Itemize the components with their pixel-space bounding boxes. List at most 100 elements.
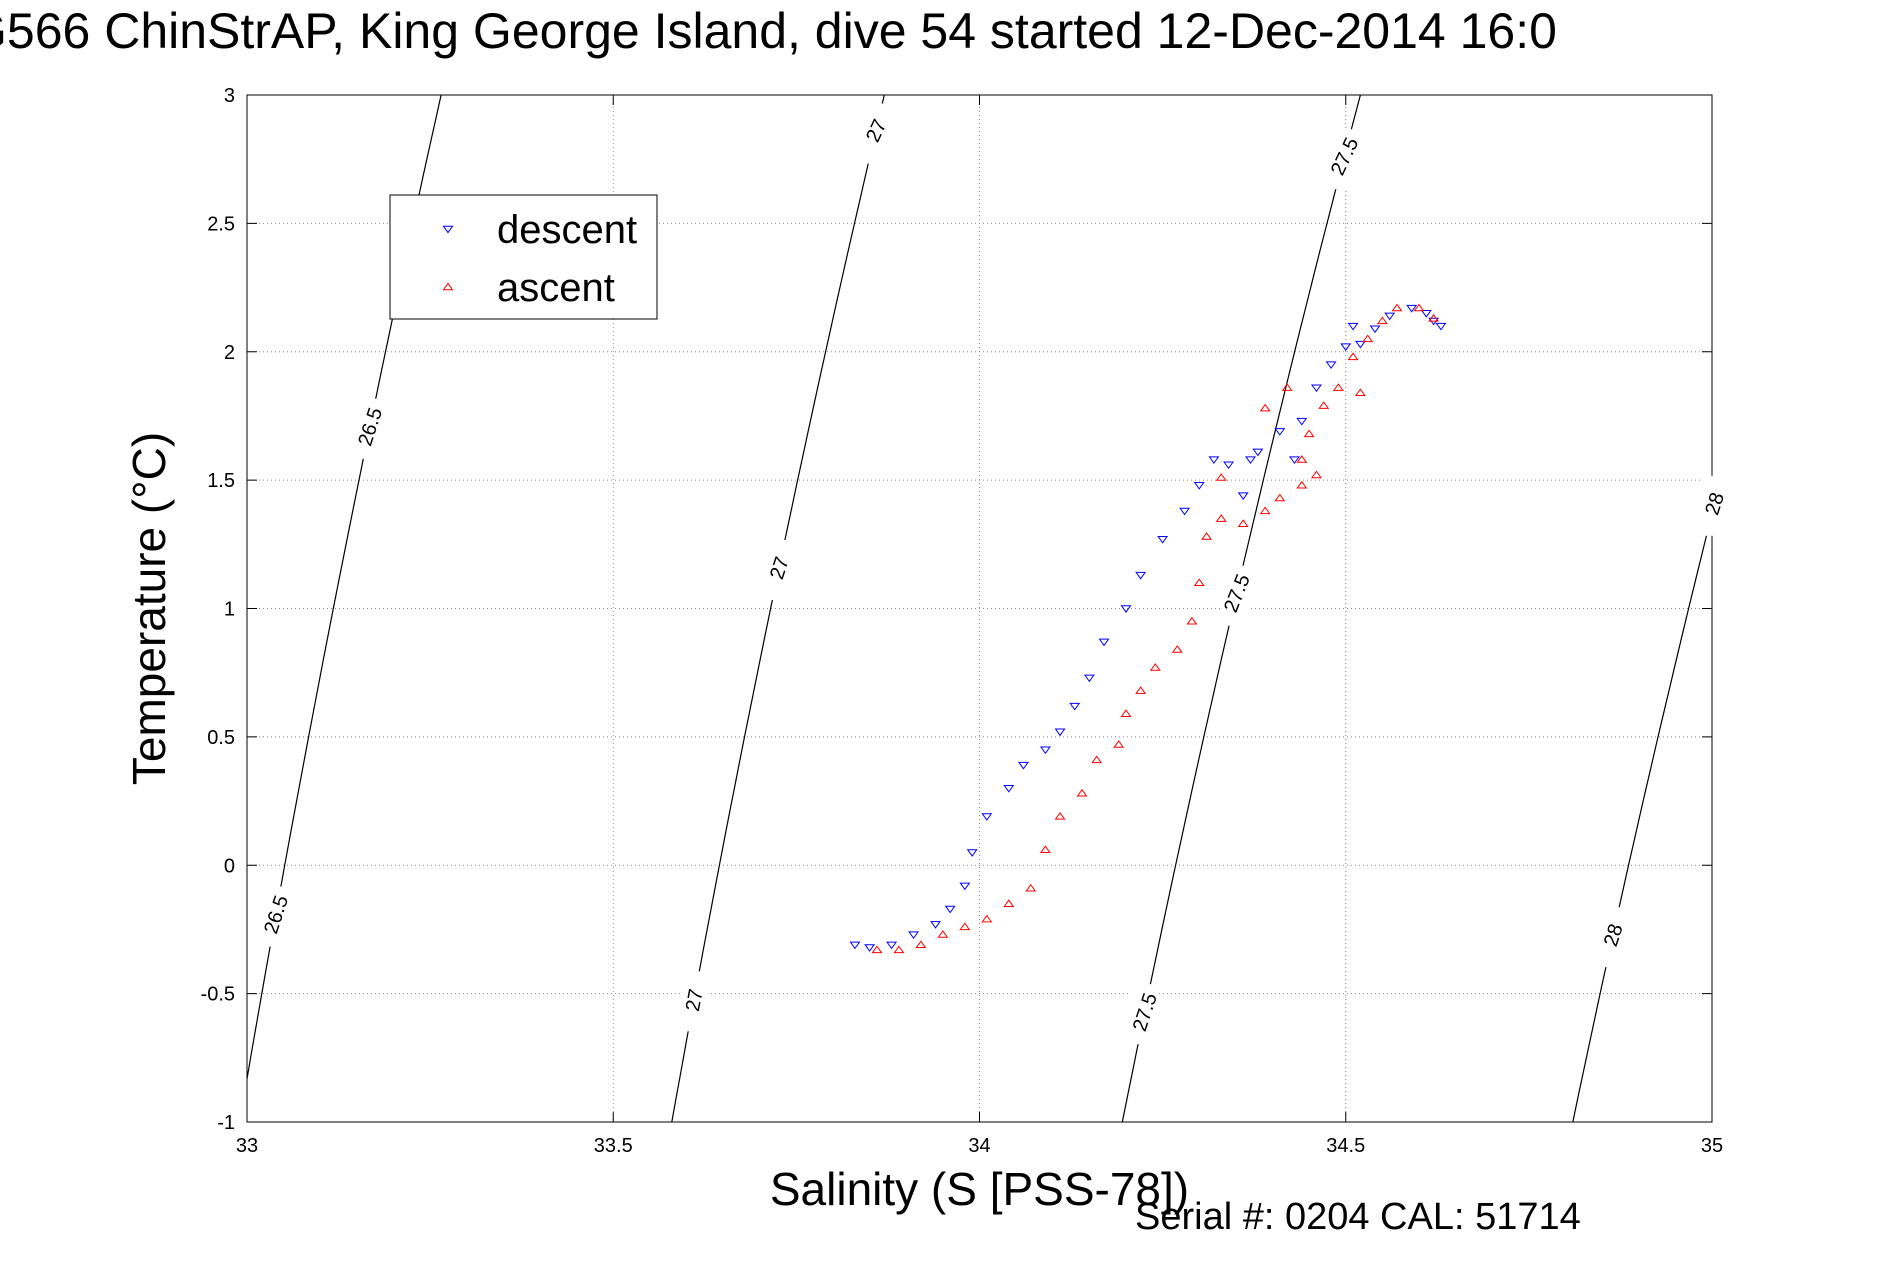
descent-point (930, 921, 942, 929)
serial-cal-label: Serial #: 0204 CAL: 51714 (1135, 1196, 1581, 1238)
descent-point (1435, 322, 1447, 331)
ascent-point (1120, 709, 1132, 717)
y-tick-label: 0 (224, 855, 235, 877)
ascent-point (1215, 514, 1227, 522)
y-tick-label: 2.5 (207, 213, 235, 235)
contour-label-bg (1598, 907, 1627, 968)
legend-label-descent: descent (497, 208, 637, 252)
ascent-point (1215, 473, 1227, 481)
contour-label-bg (1329, 129, 1358, 190)
descent-point (1223, 461, 1235, 470)
ascent-point (1310, 470, 1322, 479)
ascent-point (1171, 645, 1183, 653)
ascent-point (1428, 313, 1440, 322)
descent-point (1420, 310, 1432, 318)
y-tick-label: 1 (224, 599, 235, 621)
ascent-point (1054, 812, 1066, 820)
descent-point (1098, 638, 1110, 647)
descent-point (981, 813, 993, 821)
descent-point (1296, 417, 1308, 426)
ascent-point (1347, 352, 1359, 361)
descent-point (1289, 456, 1300, 465)
descent-point (1054, 728, 1066, 737)
contour-label-bg (861, 103, 890, 164)
descent-point (959, 882, 971, 891)
y-tick-label: 1.5 (207, 470, 235, 492)
descent-point (1325, 361, 1337, 370)
ascent-point (1376, 316, 1388, 325)
ascent-point (1003, 899, 1015, 907)
ascent-point (1025, 883, 1037, 892)
legend (389, 194, 658, 320)
x-tick-label: 33.5 (594, 1135, 633, 1157)
y-tick-label: 0.5 (207, 727, 235, 749)
descent-point (1208, 456, 1220, 465)
contour-label-bg (261, 886, 290, 947)
ascent-point (1091, 755, 1103, 764)
y-axis-label: Temperature (°C) (123, 432, 175, 785)
isopycnal-line (671, 95, 885, 1122)
descent-point (1340, 343, 1352, 352)
ascent-point (915, 940, 927, 949)
ascent-point (1281, 383, 1293, 391)
ascent-point (1076, 788, 1088, 797)
ascent-point (1391, 303, 1403, 312)
descent-point (1193, 482, 1205, 490)
ascent-point (893, 945, 905, 954)
descent-point (908, 931, 920, 940)
ascent-point (1193, 578, 1205, 587)
descent-point (966, 849, 978, 857)
y-tick-label: -1 (217, 1112, 235, 1134)
x-tick-label: 34 (968, 1135, 990, 1157)
descent-point (1237, 492, 1249, 500)
descent-point (1039, 746, 1051, 755)
contour-label-bg (764, 539, 793, 600)
ascent-point (981, 914, 993, 923)
descent-point (886, 941, 898, 950)
contour-label-bg (355, 398, 384, 459)
descent-point (1003, 785, 1015, 793)
ascent-point (937, 930, 949, 938)
ascent-point (871, 945, 883, 954)
ascent-point (1413, 303, 1425, 312)
ascent-point (1237, 519, 1249, 527)
ascent-point (1259, 403, 1271, 412)
legend-marker-ascent (442, 282, 454, 291)
legend-marker-descent (442, 225, 454, 234)
ascent-point (1296, 455, 1308, 463)
ascent-point (1332, 383, 1344, 391)
descent-point (1369, 325, 1381, 334)
descent-point (1310, 384, 1322, 393)
ascent-point (1259, 506, 1271, 515)
legend-label-ascent: ascent (497, 266, 615, 310)
contour-label-bg (1699, 475, 1728, 536)
descent-point (1120, 605, 1132, 613)
descent-point (1274, 428, 1286, 436)
contour-label-bg (1222, 565, 1251, 626)
descent-point (944, 905, 956, 914)
y-tick-label: 3 (224, 85, 235, 107)
ascent-point (1135, 686, 1147, 694)
descent-point (1179, 507, 1191, 516)
descent-point (1069, 702, 1081, 711)
ascent-point (1362, 334, 1374, 343)
ascent-point (1201, 532, 1213, 540)
ascent-point (1039, 845, 1051, 854)
x-tick-label: 34.5 (1326, 1135, 1365, 1157)
ascent-point (1186, 616, 1198, 625)
x-axis-label: Salinity (S [PSS-78]) (770, 1163, 1189, 1215)
contour-label-bg (1130, 984, 1159, 1045)
ascent-point (1318, 401, 1330, 409)
descent-point (1354, 340, 1366, 349)
descent-point (849, 941, 861, 950)
descent-point (1384, 312, 1396, 321)
descent-point (1245, 456, 1256, 465)
chart-title: G566 ChinStrAP, King George Island, dive… (0, 3, 1557, 59)
ascent-point (959, 922, 971, 931)
y-tick-label: -0.5 (201, 984, 235, 1006)
descent-point (864, 944, 876, 952)
descent-point (1252, 448, 1264, 457)
y-tick-label: 2 (224, 342, 235, 364)
descent-point (1406, 304, 1418, 313)
